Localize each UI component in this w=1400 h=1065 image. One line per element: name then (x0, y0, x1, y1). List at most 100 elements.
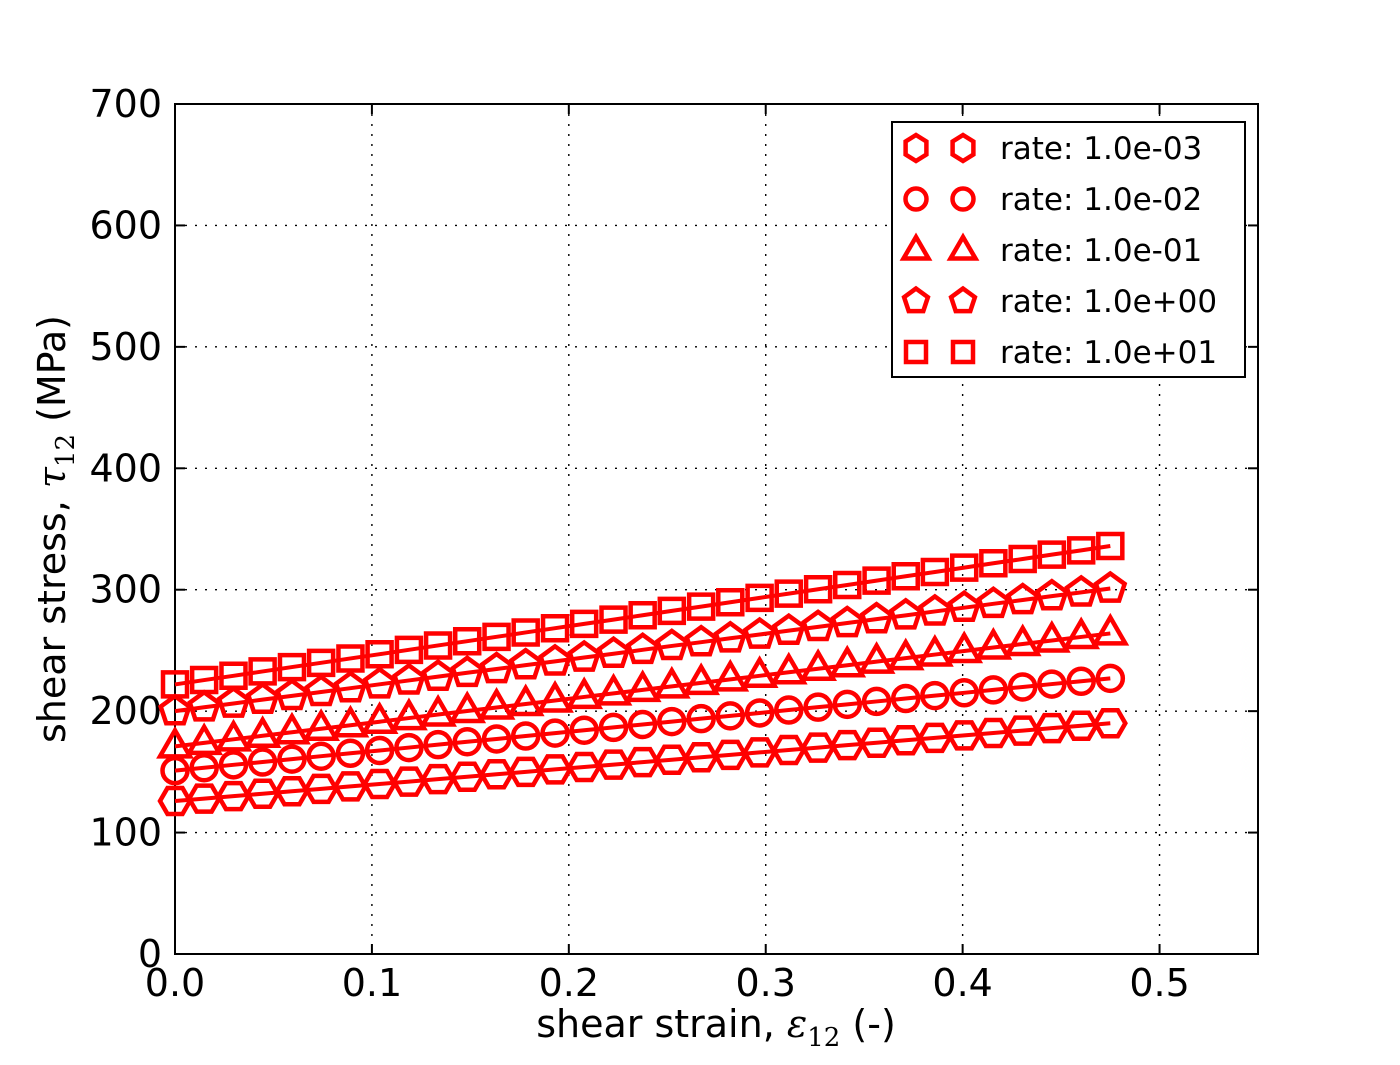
marker-triangle (185, 722, 224, 756)
legend-marker-circle (903, 186, 929, 212)
marker-square (482, 622, 511, 652)
marker-triangle (799, 648, 838, 682)
marker-circle (335, 738, 366, 769)
legend-marker-hexagon (903, 132, 929, 164)
marker-pentagon (684, 624, 719, 657)
marker-square (1008, 544, 1037, 574)
marker-hexagon (683, 742, 719, 773)
x-tick-label: 0.1 (342, 961, 402, 1005)
marker-pentagon (421, 658, 456, 692)
marker-pentagon (304, 674, 339, 707)
marker-square (511, 618, 540, 647)
marker-square (569, 609, 599, 639)
marker-pentagon (713, 620, 748, 653)
marker-square (189, 665, 219, 695)
marker-circle (569, 715, 599, 745)
marker-triangle (682, 662, 721, 696)
marker-square (1037, 540, 1067, 569)
marker-triangle (243, 715, 282, 749)
marker-square (803, 574, 833, 604)
marker-triangle (1032, 619, 1071, 653)
marker-square (891, 561, 920, 591)
marker-square (336, 644, 365, 673)
marker-circle (1095, 663, 1126, 694)
legend-marker-square (950, 339, 976, 365)
marker-pentagon (1005, 582, 1040, 615)
marker-circle (481, 724, 512, 754)
x-tick-label: 0.3 (736, 961, 796, 1005)
legend-marker-triangle (946, 232, 980, 261)
marker-hexagon (654, 744, 690, 775)
epsilon-symbol: ε (786, 1002, 808, 1046)
marker-triangle (769, 651, 808, 685)
marker-triangle (652, 665, 691, 699)
marker-hexagon (946, 720, 982, 751)
marker-pentagon (596, 635, 631, 669)
marker-circle (832, 689, 862, 720)
legend-label: rate: 1.0e-03 (1000, 131, 1202, 167)
marker-triangle (828, 644, 867, 678)
marker-triangle (506, 683, 545, 717)
marker-pentagon (1093, 570, 1128, 603)
marker-hexagon (858, 727, 895, 758)
series-hexagon (157, 708, 1128, 817)
marker-triangle (915, 634, 954, 667)
legend-marker-circle (950, 186, 976, 212)
series-line-circle (174, 676, 1111, 773)
marker-circle (1007, 672, 1038, 702)
tau-subscript: 12 (51, 434, 81, 468)
marker-square (160, 670, 190, 699)
marker-triangle (565, 676, 604, 710)
marker-hexagon (1005, 715, 1041, 746)
marker-triangle (214, 718, 253, 752)
marker-circle (861, 686, 892, 717)
tau-symbol: τ (30, 467, 74, 489)
marker-triangle (1091, 612, 1130, 646)
marker-hexagon (829, 729, 865, 761)
marker-circle (1037, 669, 1067, 699)
marker-circle (686, 703, 716, 734)
marker-hexagon (332, 771, 369, 802)
marker-square (979, 548, 1008, 578)
ticks (174, 103, 1258, 955)
marker-hexagon (1092, 708, 1128, 739)
series-circle (160, 663, 1126, 786)
marker-triangle (945, 630, 984, 664)
marker-circle (364, 735, 395, 766)
legend-marker-triangle (899, 232, 933, 261)
marker-square (394, 635, 424, 665)
marker-hexagon (391, 766, 427, 797)
marker-hexagon (1034, 712, 1070, 744)
marker-hexagon (537, 754, 573, 785)
y-tick-label: 100 (89, 811, 162, 855)
y-tick-label: 0 (138, 932, 162, 976)
y-axis-label: shear stress, τ12 (MPa) (30, 315, 81, 743)
marker-hexagon (361, 768, 398, 800)
marker-hexagon (917, 722, 953, 754)
marker-square (686, 592, 716, 621)
marker-square (1066, 536, 1096, 565)
marker-pentagon (888, 597, 923, 630)
x-axis-label-text: shear strain, (536, 1002, 787, 1046)
legend-marker-pentagon (948, 285, 978, 314)
marker-hexagon (566, 751, 602, 783)
marker-pentagon (917, 593, 952, 626)
marker-square (1096, 531, 1125, 561)
marker-hexagon (274, 776, 310, 807)
marker-square (306, 648, 336, 678)
legend-label: rate: 1.0e-02 (1000, 182, 1202, 218)
marker-hexagon (245, 778, 281, 809)
marker-hexagon (888, 725, 924, 756)
marker-pentagon (801, 609, 836, 642)
y-tick-label: 400 (89, 446, 162, 490)
marker-circle (598, 712, 629, 743)
marker-square (248, 657, 277, 686)
marker-circle (423, 729, 453, 760)
marker-circle (247, 747, 278, 777)
marker-triangle (477, 686, 516, 720)
series-triangle (156, 612, 1130, 759)
marker-circle (306, 741, 336, 771)
marker-pentagon (508, 647, 543, 680)
